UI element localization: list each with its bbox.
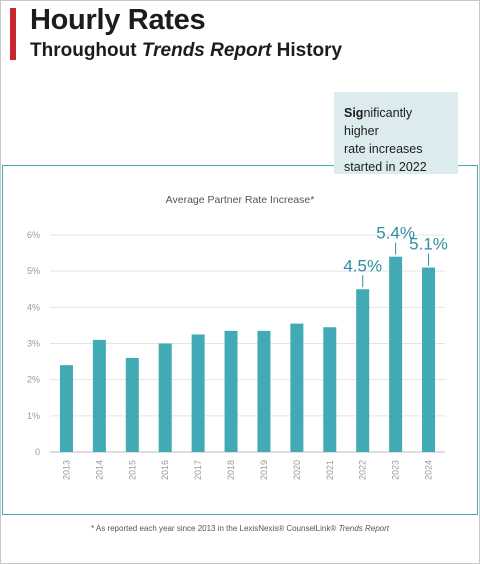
footnote-italic: Trends Report [338,524,390,533]
x-tick-label: 2022 [358,460,368,480]
accent-bar [10,8,16,60]
data-label: 4.5% [343,256,382,275]
page-subtitle: Throughout Trends Report History [30,40,342,62]
bar [389,256,403,452]
x-tick-label: 2016 [160,460,170,480]
bar [191,334,205,452]
subtitle-prefix: Throughout [30,40,142,61]
subtitle-italic: Trends Report [141,40,272,61]
bar [158,343,172,452]
chart-title: Average Partner Rate Increase* [165,194,315,206]
bar [92,339,106,452]
y-tick-label: 0 [35,447,40,457]
footnote-prefix: * As reported each year since 2013 in th… [90,524,339,533]
x-tick-label: 2018 [226,460,236,480]
chart-panel [2,165,478,515]
page-title: Hourly Rates [30,4,206,36]
data-label: 5.1% [409,235,448,254]
callout-line2: rate increases [344,142,423,156]
x-tick-label: 2013 [61,460,71,480]
bar [59,365,73,452]
x-tick-label: 2014 [94,460,104,480]
y-tick-label: 1% [27,411,40,421]
y-tick-label: 3% [27,339,40,349]
subtitle-suffix: History [271,40,343,61]
x-tick-label: 2019 [259,460,269,480]
x-tick-label: 2024 [424,460,434,480]
x-tick-label: 2015 [127,460,137,480]
y-tick-label: 5% [27,266,40,276]
bar [422,267,436,452]
y-tick-label: 6% [27,230,40,240]
data-label: 5.4% [376,224,415,243]
bar [290,323,304,452]
bar [323,327,337,452]
y-tick-label: 2% [27,375,40,385]
x-tick-label: 2020 [292,460,302,480]
callout-box: Significantly higher rate increases starte… [334,92,458,174]
bar [224,330,238,452]
callout-line3: started in 2022 [344,160,427,174]
x-tick-label: 2017 [193,460,203,480]
bar [257,330,271,452]
bar [125,357,139,452]
callout-bold: Sig [344,106,364,120]
x-tick-label: 2023 [391,460,401,480]
x-tick-label: 2021 [325,460,335,480]
callout-line1: nificantly higher [344,106,413,138]
y-tick-label: 4% [27,302,40,312]
bar [356,289,370,452]
footnote: * As reported each year since 2013 in th… [0,524,480,533]
